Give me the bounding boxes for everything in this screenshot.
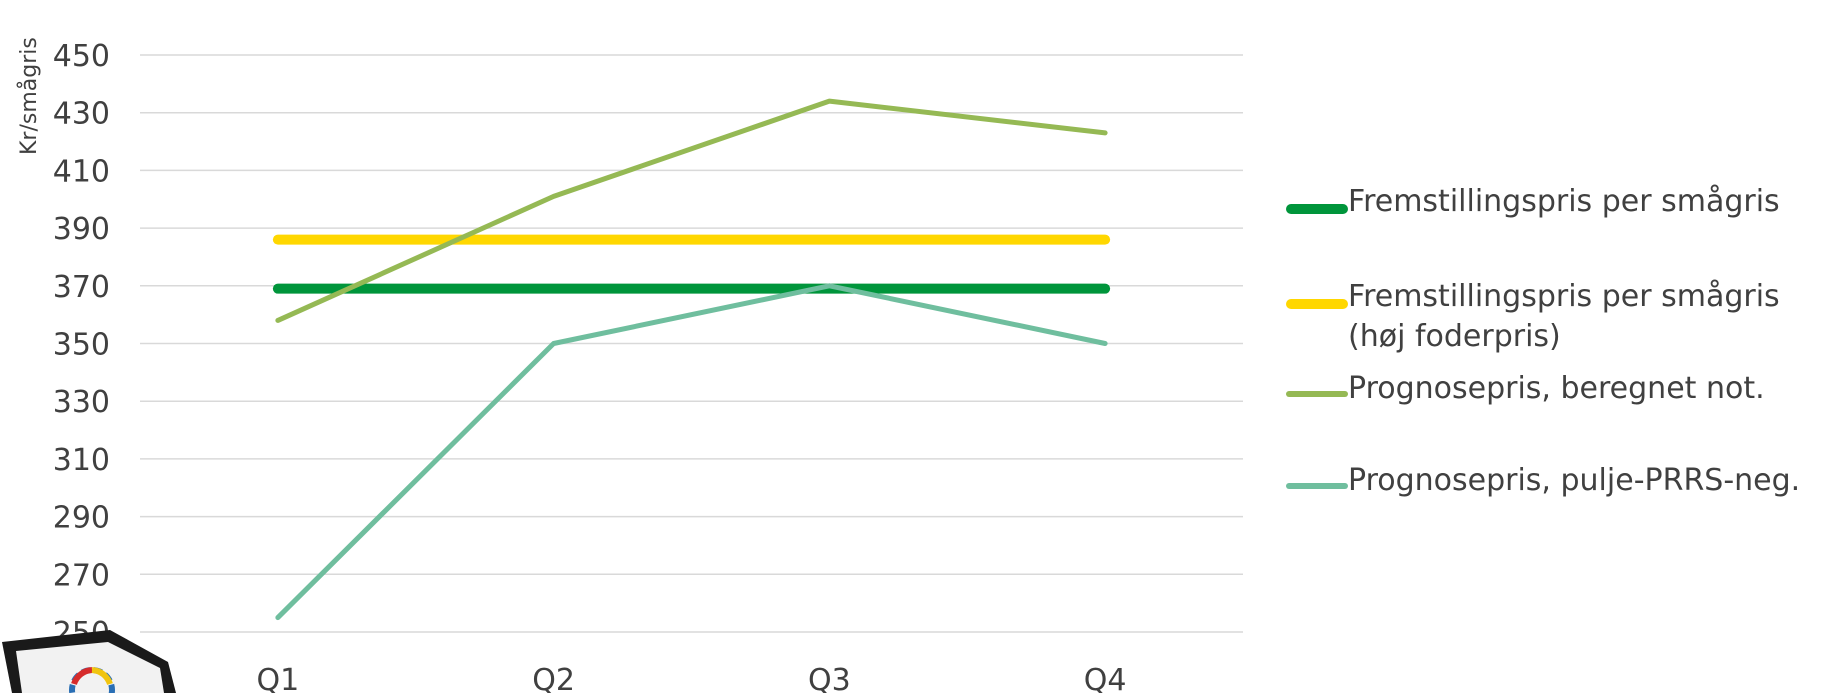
legend-label-prognosepris-beregnet: Prognosepris, beregnet not. bbox=[1348, 371, 1765, 406]
legend-item-fremstillingspris: Fremstillingspris per smågris bbox=[1286, 182, 1780, 222]
legend-swatch-prognosepris-beregnet bbox=[1286, 391, 1348, 397]
y-tick-label: 430 bbox=[53, 97, 110, 132]
series-lines bbox=[272, 98, 1111, 621]
y-tick-label: 390 bbox=[53, 212, 110, 247]
legend-item-prognosepris-pulje: Prognosepris, pulje-PRRS-neg. bbox=[1286, 461, 1800, 501]
legend-swatch-fremstillingspris bbox=[1286, 204, 1348, 214]
series-line-3 bbox=[275, 98, 1108, 323]
y-tick-label: 450 bbox=[53, 39, 110, 74]
legend-item-prognosepris-beregnet: Prognosepris, beregnet not. bbox=[1286, 369, 1765, 409]
y-tick-label: 370 bbox=[53, 270, 110, 305]
y-axis-label: Kr/smågris bbox=[16, 37, 42, 155]
x-tick-label: Q4 bbox=[1084, 663, 1127, 693]
y-tick-label: 310 bbox=[53, 443, 110, 478]
legend-swatch-fremstillingspris-hoj bbox=[1286, 299, 1348, 309]
x-axis-ticks: Q1 Q2 Q3 Q4 bbox=[257, 663, 1127, 693]
y-axis-ticks: 250270290310330350370390410430450 bbox=[53, 39, 110, 651]
legend-label-prognosepris-pulje: Prognosepris, pulje-PRRS-neg. bbox=[1348, 463, 1801, 498]
x-tick-label: Q1 bbox=[257, 663, 300, 693]
x-tick-label: Q3 bbox=[808, 663, 851, 693]
y-tick-label: 410 bbox=[53, 154, 110, 189]
y-tick-label: 270 bbox=[53, 558, 110, 593]
y-tick-label: 350 bbox=[53, 328, 110, 363]
y-tick-label: 290 bbox=[53, 501, 110, 536]
corner-logo-graphic bbox=[2, 630, 176, 693]
legend-label-fremstillingspris: Fremstillingspris per smågris bbox=[1348, 184, 1780, 219]
legend-label-fremstillingspris-hoj: Fremstillingspris per smågris (høj foder… bbox=[1348, 279, 1780, 354]
series-line-4 bbox=[275, 283, 1108, 621]
legend-swatch-prognosepris-pulje bbox=[1286, 483, 1348, 489]
legend-item-fremstillingspris-hoj: Fremstillingspris per smågris (høj foder… bbox=[1286, 277, 1780, 357]
gridlines bbox=[140, 54, 1243, 633]
x-tick-label: Q2 bbox=[532, 663, 575, 693]
y-tick-label: 330 bbox=[53, 385, 110, 420]
